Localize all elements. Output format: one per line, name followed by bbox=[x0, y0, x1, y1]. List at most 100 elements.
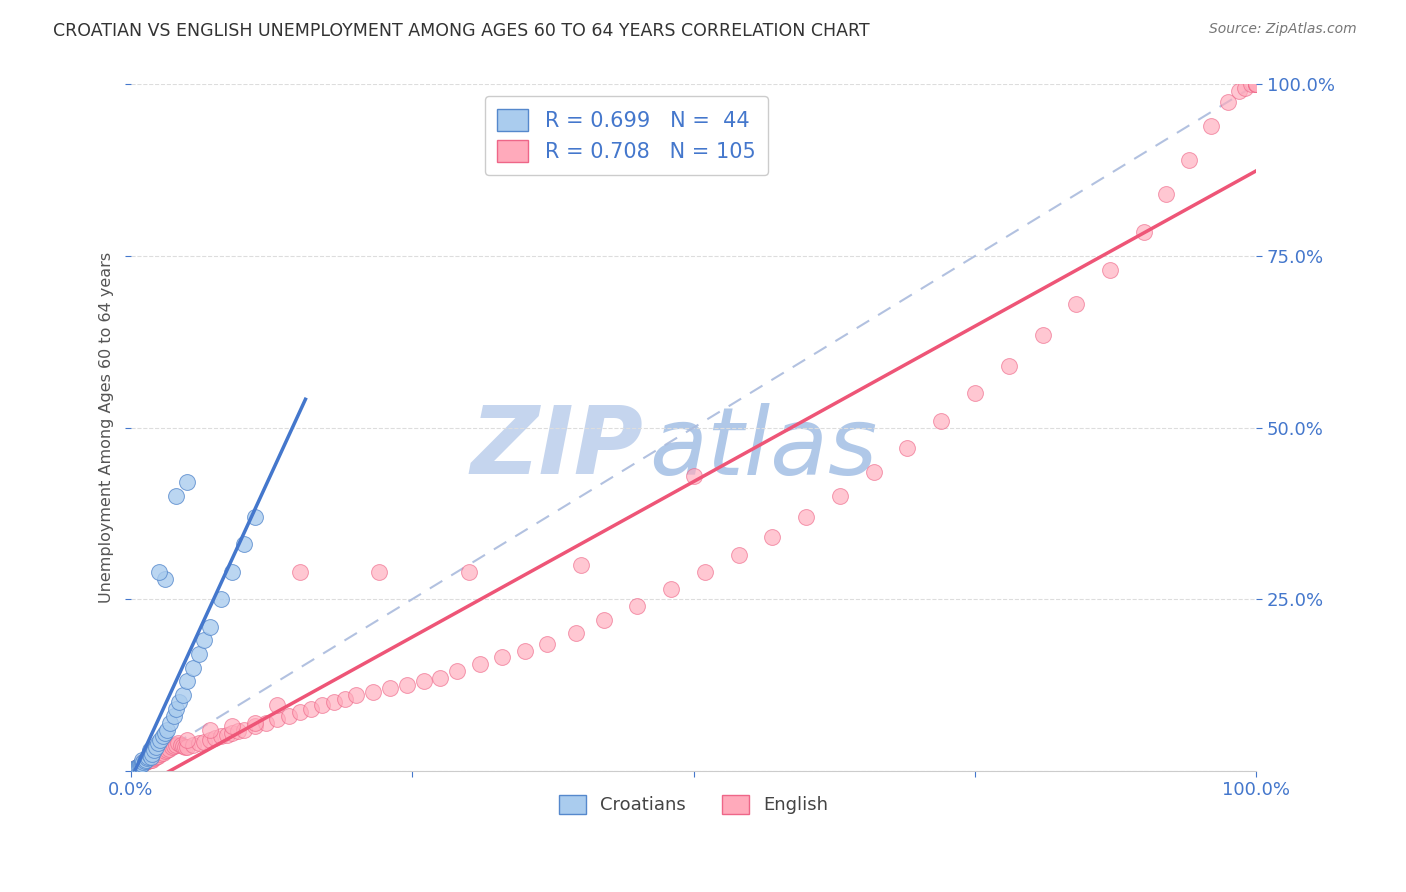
Point bbox=[131, 753, 153, 767]
Point bbox=[378, 681, 401, 696]
Text: CROATIAN VS ENGLISH UNEMPLOYMENT AMONG AGES 60 TO 64 YEARS CORRELATION CHART: CROATIAN VS ENGLISH UNEMPLOYMENT AMONG A… bbox=[53, 22, 870, 40]
Point bbox=[412, 674, 434, 689]
Point bbox=[1246, 78, 1268, 92]
Point bbox=[1156, 187, 1178, 202]
Point bbox=[288, 565, 311, 579]
Point bbox=[134, 754, 156, 768]
Point bbox=[145, 750, 167, 764]
Point bbox=[125, 760, 148, 774]
Point bbox=[187, 647, 209, 661]
Point bbox=[344, 688, 367, 702]
Point bbox=[156, 723, 179, 737]
Point bbox=[288, 706, 311, 720]
Point bbox=[209, 592, 232, 607]
Point bbox=[592, 613, 614, 627]
Point bbox=[141, 753, 163, 767]
Point bbox=[172, 739, 194, 753]
Point bbox=[153, 726, 176, 740]
Point bbox=[513, 643, 536, 657]
Point bbox=[569, 558, 592, 572]
Point bbox=[136, 750, 159, 764]
Point bbox=[122, 762, 145, 776]
Point bbox=[659, 582, 682, 596]
Point bbox=[226, 723, 249, 738]
Point bbox=[254, 715, 277, 730]
Point bbox=[131, 756, 153, 770]
Point bbox=[626, 599, 648, 613]
Point bbox=[1099, 262, 1122, 277]
Point bbox=[149, 747, 172, 762]
Point bbox=[163, 739, 186, 753]
Point bbox=[232, 723, 254, 737]
Point bbox=[176, 732, 198, 747]
Point bbox=[181, 661, 204, 675]
Point bbox=[124, 761, 146, 775]
Point bbox=[181, 738, 204, 752]
Point bbox=[159, 715, 181, 730]
Point bbox=[152, 746, 174, 760]
Point bbox=[141, 750, 163, 764]
Point bbox=[794, 509, 817, 524]
Point bbox=[395, 678, 418, 692]
Point bbox=[163, 708, 186, 723]
Point bbox=[129, 758, 152, 772]
Point bbox=[198, 732, 221, 747]
Point bbox=[1201, 119, 1223, 133]
Point bbox=[929, 414, 952, 428]
Point bbox=[169, 695, 191, 709]
Point bbox=[176, 739, 198, 754]
Point bbox=[367, 565, 389, 579]
Point bbox=[311, 698, 333, 713]
Point bbox=[693, 565, 716, 579]
Point bbox=[127, 759, 149, 773]
Point bbox=[198, 723, 221, 737]
Point bbox=[232, 537, 254, 551]
Text: Source: ZipAtlas.com: Source: ZipAtlas.com bbox=[1209, 22, 1357, 37]
Point bbox=[243, 509, 266, 524]
Point bbox=[153, 744, 176, 758]
Point bbox=[134, 756, 156, 770]
Point bbox=[132, 756, 155, 770]
Point bbox=[277, 708, 299, 723]
Point bbox=[266, 712, 288, 726]
Point bbox=[139, 752, 162, 766]
Point bbox=[138, 753, 160, 767]
Point bbox=[221, 719, 243, 733]
Point bbox=[145, 739, 167, 754]
Point bbox=[361, 685, 384, 699]
Point bbox=[198, 619, 221, 633]
Point bbox=[333, 691, 356, 706]
Point bbox=[172, 688, 194, 702]
Point bbox=[564, 626, 586, 640]
Point bbox=[491, 650, 513, 665]
Point bbox=[128, 759, 150, 773]
Point bbox=[141, 747, 163, 761]
Point bbox=[896, 441, 918, 455]
Point bbox=[139, 743, 162, 757]
Point bbox=[165, 489, 187, 503]
Point bbox=[135, 753, 157, 767]
Point bbox=[153, 572, 176, 586]
Point bbox=[129, 758, 152, 772]
Point bbox=[243, 715, 266, 730]
Point bbox=[1246, 78, 1268, 92]
Point bbox=[193, 633, 215, 648]
Point bbox=[187, 736, 209, 750]
Point bbox=[1133, 225, 1156, 239]
Point bbox=[138, 747, 160, 761]
Text: ZIP: ZIP bbox=[470, 402, 643, 494]
Point bbox=[1178, 153, 1201, 167]
Point bbox=[131, 756, 153, 771]
Point bbox=[146, 748, 169, 763]
Point bbox=[1246, 78, 1268, 92]
Point bbox=[149, 732, 172, 747]
Point bbox=[209, 730, 232, 744]
Point bbox=[468, 657, 491, 672]
Point bbox=[157, 741, 180, 756]
Point bbox=[299, 702, 322, 716]
Point bbox=[1246, 78, 1268, 92]
Point bbox=[1218, 95, 1240, 109]
Point bbox=[322, 695, 344, 709]
Point bbox=[169, 738, 191, 752]
Point bbox=[446, 664, 468, 678]
